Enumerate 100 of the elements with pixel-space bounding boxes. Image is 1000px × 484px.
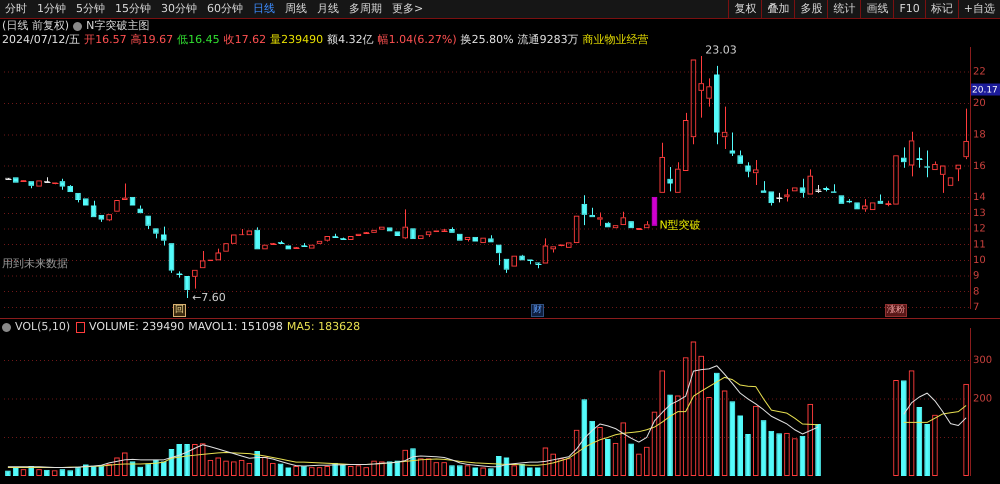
bar (628, 444, 634, 476)
candlestick (98, 214, 104, 222)
bar (160, 461, 167, 476)
bar (456, 465, 463, 476)
text: 高19.67 (130, 33, 174, 47)
bar (145, 463, 151, 476)
text: 低16.45 (177, 33, 220, 47)
y-tick-label: 10 (973, 254, 986, 266)
text: 30分钟 (160, 1, 198, 17)
y-tick-label: 7 (973, 302, 980, 314)
candlestick (168, 243, 174, 274)
candlestick (800, 178, 806, 198)
bar (589, 420, 595, 476)
bar (278, 464, 284, 476)
legend-label: VOLUME: 239490 (89, 320, 184, 334)
candlestick (745, 162, 751, 178)
chart-title: (日线 前复权) (2, 19, 70, 33)
text: 画线 (860, 0, 894, 18)
bar (924, 424, 930, 476)
text: 日线 (252, 1, 276, 17)
text: 5分钟 (75, 1, 106, 17)
text: 1分钟 (36, 1, 67, 17)
candlestick (714, 65, 720, 145)
text: 幅1.04(6.27%) (378, 33, 457, 47)
bar (519, 464, 525, 476)
candlestick (153, 228, 159, 239)
candlestick (254, 226, 260, 250)
text: 开16.57 (84, 33, 127, 47)
candlestick (878, 194, 884, 204)
bar (604, 439, 611, 476)
text: 多股 (794, 0, 828, 18)
y-tick-label: 8 (973, 286, 980, 298)
candlestick (504, 258, 510, 274)
text: 统计 (827, 0, 860, 18)
bar (184, 444, 190, 476)
text: 分时 (4, 1, 28, 17)
candlestick (138, 204, 144, 214)
bar (168, 449, 174, 476)
bar (504, 458, 510, 476)
text: MAVOL1: 151098 (188, 320, 283, 334)
chart-subtitle: N字突破主图 (86, 19, 150, 33)
candlestick (582, 194, 588, 226)
candlestick (67, 184, 74, 192)
text: 更多> (391, 1, 424, 17)
text: 流通9283万 (518, 33, 579, 47)
y-tick-label: 16 (973, 160, 986, 172)
candlestick (90, 200, 96, 218)
text: 20.17 (972, 85, 998, 96)
text: 额4.32亿 (327, 33, 374, 47)
candlestick (60, 178, 66, 190)
text: 周线 (284, 1, 308, 17)
bar (714, 372, 720, 476)
bar (90, 466, 96, 476)
annotation: 回 (172, 304, 186, 317)
text: 标记 (924, 0, 958, 18)
bar (130, 461, 136, 476)
bar (745, 434, 751, 476)
candlestick (768, 191, 774, 206)
y-tick-label: 11 (973, 239, 986, 250)
bar (768, 430, 774, 476)
text: 15分钟 (114, 1, 152, 17)
bar (815, 424, 821, 476)
y-tick-label: 300 (973, 354, 992, 366)
text: 商业物业经营 (582, 33, 649, 47)
candlestick (760, 180, 766, 193)
y-tick-label: 13 (973, 208, 986, 219)
chart-title: VOL(5,10) (15, 320, 70, 334)
text: 多周期 (348, 1, 383, 17)
bar (98, 466, 104, 476)
bar (153, 459, 159, 476)
candlestick (75, 192, 81, 203)
y-tick-label: 18 (973, 129, 986, 140)
candlestick (184, 276, 190, 299)
bar (776, 433, 782, 476)
text: +自选 (958, 0, 1000, 18)
bar (760, 420, 766, 476)
bar (900, 380, 907, 476)
y-tick-label: 20 (973, 98, 986, 110)
y-tick-label: 200 (973, 394, 992, 405)
bar (340, 464, 346, 476)
bar (737, 415, 743, 476)
annotation: 23.03 (705, 43, 737, 56)
annotation: 财 (531, 304, 544, 317)
text: 换25.80% (460, 33, 514, 47)
candlestick (900, 146, 907, 168)
text: 60分钟 (206, 1, 244, 17)
annotation: N型突破 (659, 218, 701, 232)
text: 2024/07/12/五 (2, 33, 80, 47)
text: 复权 (728, 0, 762, 18)
text: 收17.62 (224, 33, 266, 47)
text: F10 (893, 0, 925, 18)
bar (667, 394, 673, 476)
bar (800, 436, 806, 476)
candlestick (145, 216, 151, 230)
bar (449, 465, 455, 476)
y-tick-label: 22 (973, 66, 986, 78)
text: 量239490 (270, 33, 324, 47)
bar (410, 448, 416, 476)
y-tick-label: 12 (973, 224, 986, 235)
y-tick-label: 9 (973, 270, 980, 282)
